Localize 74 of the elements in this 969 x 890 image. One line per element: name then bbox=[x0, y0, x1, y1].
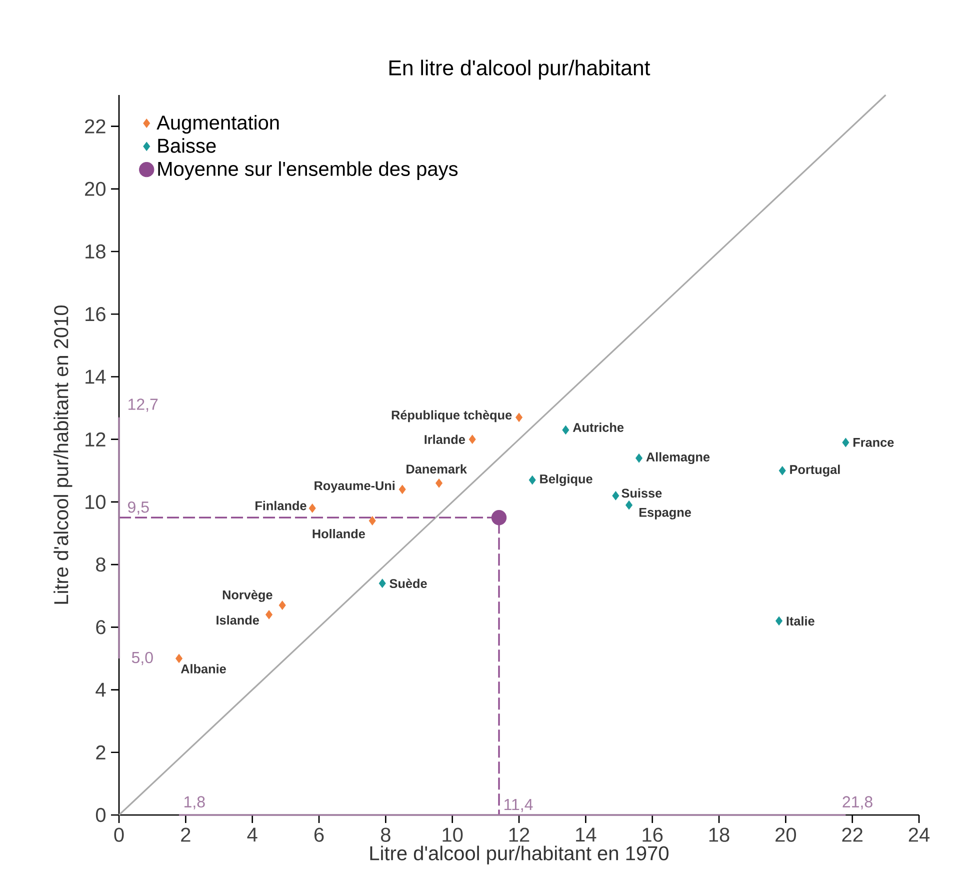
point bbox=[436, 478, 442, 488]
annotation: Allemagne bbox=[646, 452, 710, 464]
annotation: Suisse bbox=[622, 488, 662, 498]
annotation: Royaume-Uni bbox=[314, 480, 394, 493]
annotation: Albanie bbox=[180, 664, 226, 674]
y-tick-label: 16 bbox=[86, 307, 106, 322]
point bbox=[468, 434, 476, 444]
chart-title: En litre d'alcool pur/habitant bbox=[389, 60, 650, 80]
annotation: 1,8 bbox=[184, 796, 205, 810]
point bbox=[378, 578, 386, 588]
x-tick-label: 22 bbox=[842, 828, 862, 842]
y-axis-title: Litre d'alcool pur/habitant en 2010 bbox=[54, 306, 72, 604]
point bbox=[778, 466, 786, 476]
annotation: Norvège bbox=[222, 590, 272, 602]
x-tick-label: 0 bbox=[114, 828, 124, 842]
point bbox=[776, 616, 782, 626]
annotation: République tchèque bbox=[392, 410, 512, 422]
y-tick-label: 18 bbox=[86, 244, 106, 259]
y-tick-label: 22 bbox=[85, 119, 106, 134]
point bbox=[636, 454, 642, 463]
annotation: Autriche bbox=[572, 422, 624, 432]
annotation: France bbox=[853, 438, 894, 447]
point bbox=[491, 510, 507, 526]
x-axis-title: Litre d'alcool pur/habitant en 1970 bbox=[370, 846, 669, 864]
point bbox=[368, 516, 376, 526]
annotation: Italie bbox=[786, 616, 814, 626]
annotation: Islande bbox=[216, 615, 259, 625]
y-tick-label: 0 bbox=[96, 808, 106, 822]
annotation: 5,0 bbox=[132, 652, 153, 666]
x-tick-label: 12 bbox=[509, 828, 530, 842]
annotation: Irlande bbox=[424, 434, 465, 444]
annotation: 21,8 bbox=[842, 796, 872, 810]
x-tick-label: 16 bbox=[642, 828, 663, 842]
annotation: Espagne bbox=[639, 508, 691, 520]
x-tick-label: 4 bbox=[247, 828, 258, 842]
x-tick-label: 6 bbox=[314, 828, 324, 842]
point bbox=[176, 654, 182, 664]
y-tick-label: 4 bbox=[96, 682, 106, 697]
point bbox=[528, 476, 536, 485]
annotation: Belgique bbox=[540, 474, 592, 486]
y-tick-label: 6 bbox=[96, 620, 106, 634]
y-tick-label: 12 bbox=[86, 432, 106, 446]
point bbox=[516, 412, 522, 422]
point bbox=[842, 438, 850, 448]
x-tick-label: 2 bbox=[181, 828, 190, 842]
point bbox=[398, 484, 406, 494]
point bbox=[278, 600, 286, 610]
legend-label: Baisse bbox=[158, 138, 216, 153]
y-tick-label: 14 bbox=[86, 370, 106, 384]
point bbox=[612, 491, 620, 500]
y-tick-label: 10 bbox=[86, 494, 106, 510]
point bbox=[626, 500, 632, 510]
x-tick-label: 8 bbox=[380, 828, 390, 842]
annotation: Danemark bbox=[406, 464, 467, 474]
y-tick-label: 2 bbox=[96, 745, 106, 760]
annotation: 12,7 bbox=[128, 398, 158, 412]
legend-label: Moyenne sur l'ensemble des pays bbox=[158, 161, 458, 180]
legend-label: Augmentation bbox=[156, 115, 279, 134]
x-tick-label: 18 bbox=[709, 828, 730, 842]
x-tick-label: 10 bbox=[442, 828, 463, 842]
annotation: Hollande bbox=[312, 529, 365, 538]
y-tick-label: 8 bbox=[96, 557, 106, 572]
point bbox=[308, 504, 316, 513]
point bbox=[266, 610, 272, 620]
y-tick-label: 20 bbox=[85, 182, 106, 196]
annotation: 11,4 bbox=[504, 799, 533, 812]
annotation: Finlande bbox=[256, 500, 306, 510]
annotation: Suède bbox=[390, 578, 427, 588]
x-tick-label: 20 bbox=[776, 828, 796, 842]
point bbox=[562, 425, 570, 434]
annotation: 9,5 bbox=[128, 501, 149, 515]
x-tick-label: 24 bbox=[908, 828, 930, 842]
annotation: Portugal bbox=[790, 464, 840, 477]
x-tick-label: 14 bbox=[576, 828, 596, 842]
